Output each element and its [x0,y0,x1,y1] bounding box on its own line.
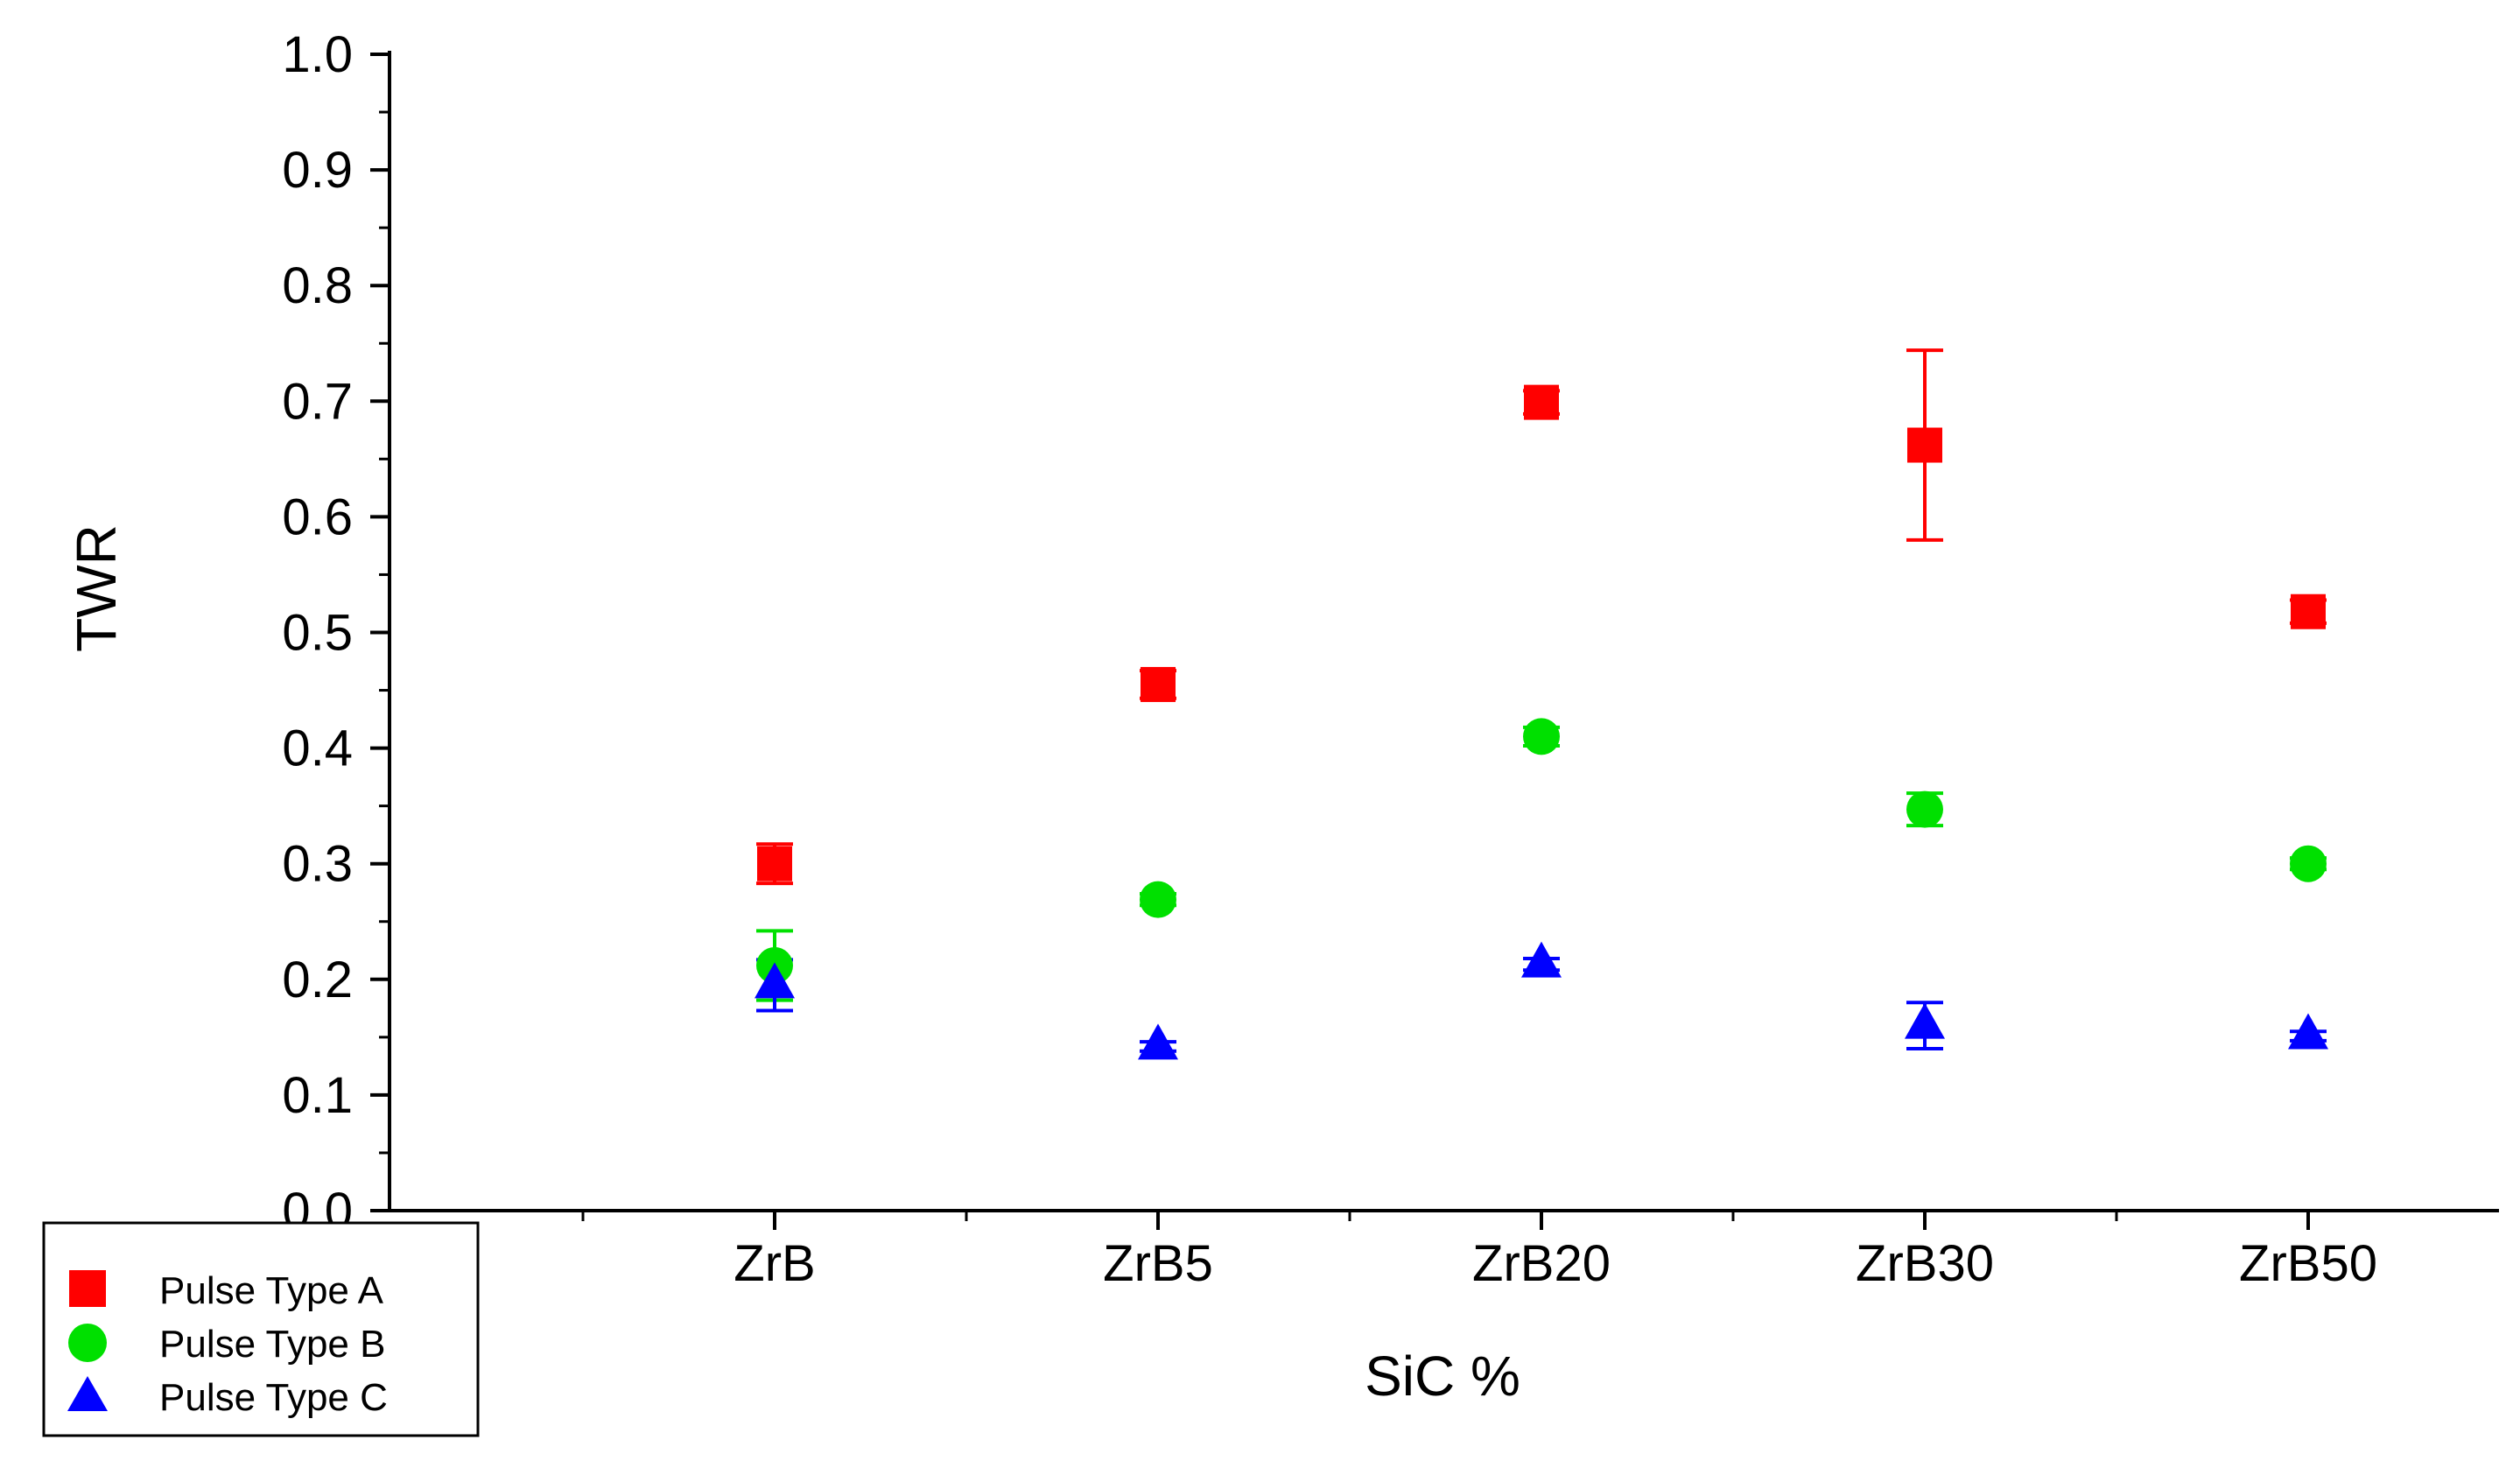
legend: Pulse Type A Pulse Type B Pulse Type C [42,1221,480,1437]
axes [388,51,2499,1212]
data-point-circle [2290,845,2327,882]
y-tick-label: 0.6 [282,488,353,545]
data-point-square [2291,594,2326,629]
x-tick-label: ZrB50 [2239,1235,2377,1292]
y-tick-label: 0.1 [282,1067,353,1124]
data-point-square [1141,666,1176,702]
x-tick-label: ZrB20 [1472,1235,1611,1292]
data-point-circle [1906,790,1943,828]
legend-label-pulse-type-a: Pulse Type A [159,1269,384,1312]
x-tick-label: ZrB30 [1856,1235,1994,1292]
y-tick-label: 0.3 [282,836,353,893]
data-point-circle [1523,718,1560,755]
legend-marker-pulse-type-c [67,1376,108,1411]
legend-marker-pulse-type-a [69,1270,106,1307]
data-point-triangle [1138,1023,1178,1060]
data-point-square [757,846,792,882]
y-tick-label: 0.2 [282,952,353,1008]
x-axis-ticks: ZrB ZrB5 ZrB20 ZrB30 ZrB50 [581,1211,2377,1292]
x-tick-label: ZrB [734,1235,815,1292]
legend-label-pulse-type-b: Pulse Type B [159,1323,385,1366]
legend-label-pulse-type-c: Pulse Type C [159,1376,388,1419]
y-tick-label: 0.7 [282,373,353,430]
y-axis-ticks: 0.00.10.20.30.40.50.60.70.80.91.0 [282,26,390,1240]
data-point-triangle [1905,1002,1945,1039]
y-tick-label: 0.9 [282,142,353,199]
y-tick-label: 0.4 [282,720,353,777]
x-tick-label: ZrB5 [1103,1235,1213,1292]
legend-marker-pulse-type-b [68,1324,107,1362]
data-point-square [1524,384,1559,420]
data-point-triangle [755,962,795,999]
legend-box [42,1221,480,1437]
y-tick-label: 1.0 [282,26,353,83]
y-axis-title: TWR [65,524,128,652]
data-marks [755,348,2328,1060]
data-point-triangle [1521,941,1562,978]
data-point-triangle [2288,1013,2328,1050]
x-axis-title: SiC % [1365,1345,1520,1408]
data-point-circle [1140,881,1176,918]
y-tick-label: 0.5 [282,605,353,662]
y-tick-label: 0.8 [282,257,353,314]
data-point-square [1907,427,1942,463]
